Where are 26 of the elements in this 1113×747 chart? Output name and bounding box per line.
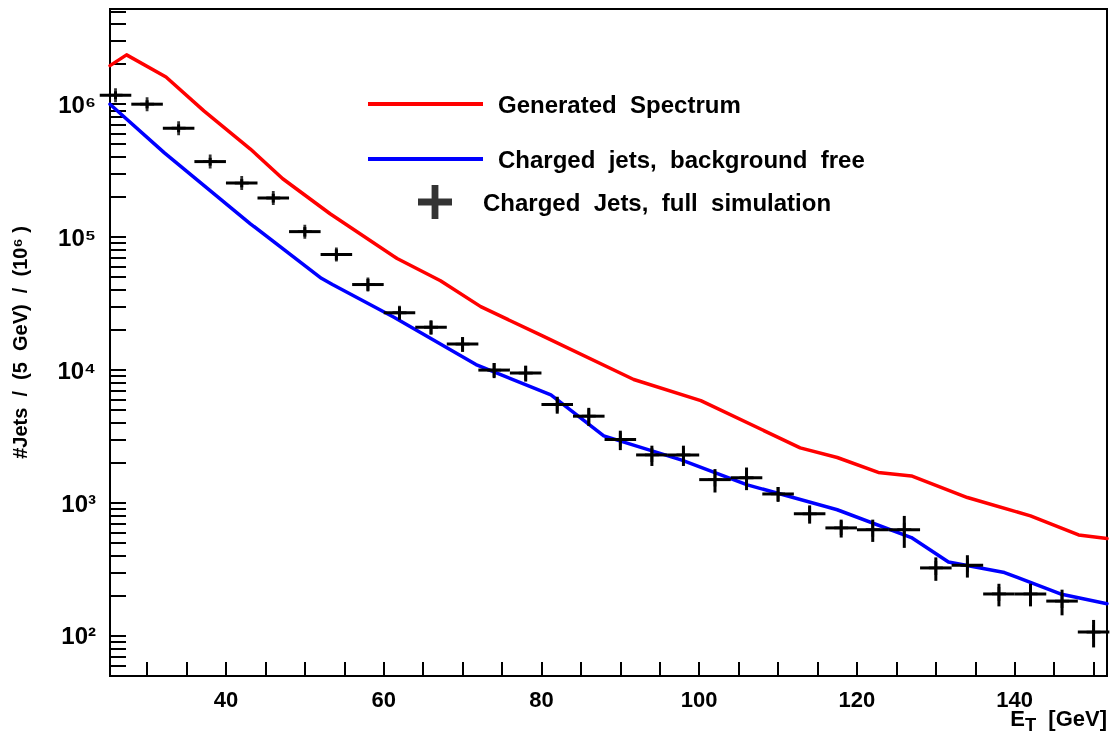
point [297,224,312,239]
point [960,558,975,573]
y-tick-label: 10⁵ [58,223,96,251]
x-tick-label: 40 [213,686,239,712]
point [203,154,218,169]
legend-label: Charged jets, background free [498,145,865,173]
point [802,506,817,521]
x-tick-label: 60 [371,686,396,712]
point [171,121,186,136]
point [897,522,912,537]
legend-label: Generated Spectrum [498,90,741,118]
legend-label: Charged Jets, full simulation [483,188,832,216]
point [581,409,596,424]
x-tick-label: 100 [680,686,718,712]
point [865,522,880,537]
line-series [108,53,1109,541]
point [392,305,407,320]
y-tick-label: 10⁶ [58,90,96,118]
y-tick-label: 10⁴ [57,356,96,384]
y-tick-label: 10² [61,622,97,650]
point [108,88,123,103]
y-tick-label: 10³ [61,489,97,517]
x-tick-label: 80 [529,686,554,712]
point [739,470,754,485]
x-tick-label: 120 [838,686,876,712]
y-axis-title: #Jets / (5 GeV) / (10⁶ ) [9,226,31,459]
